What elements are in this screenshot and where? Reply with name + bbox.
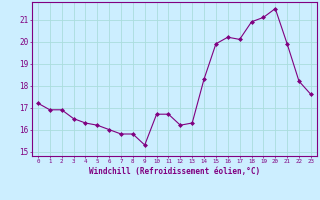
X-axis label: Windchill (Refroidissement éolien,°C): Windchill (Refroidissement éolien,°C) (89, 167, 260, 176)
